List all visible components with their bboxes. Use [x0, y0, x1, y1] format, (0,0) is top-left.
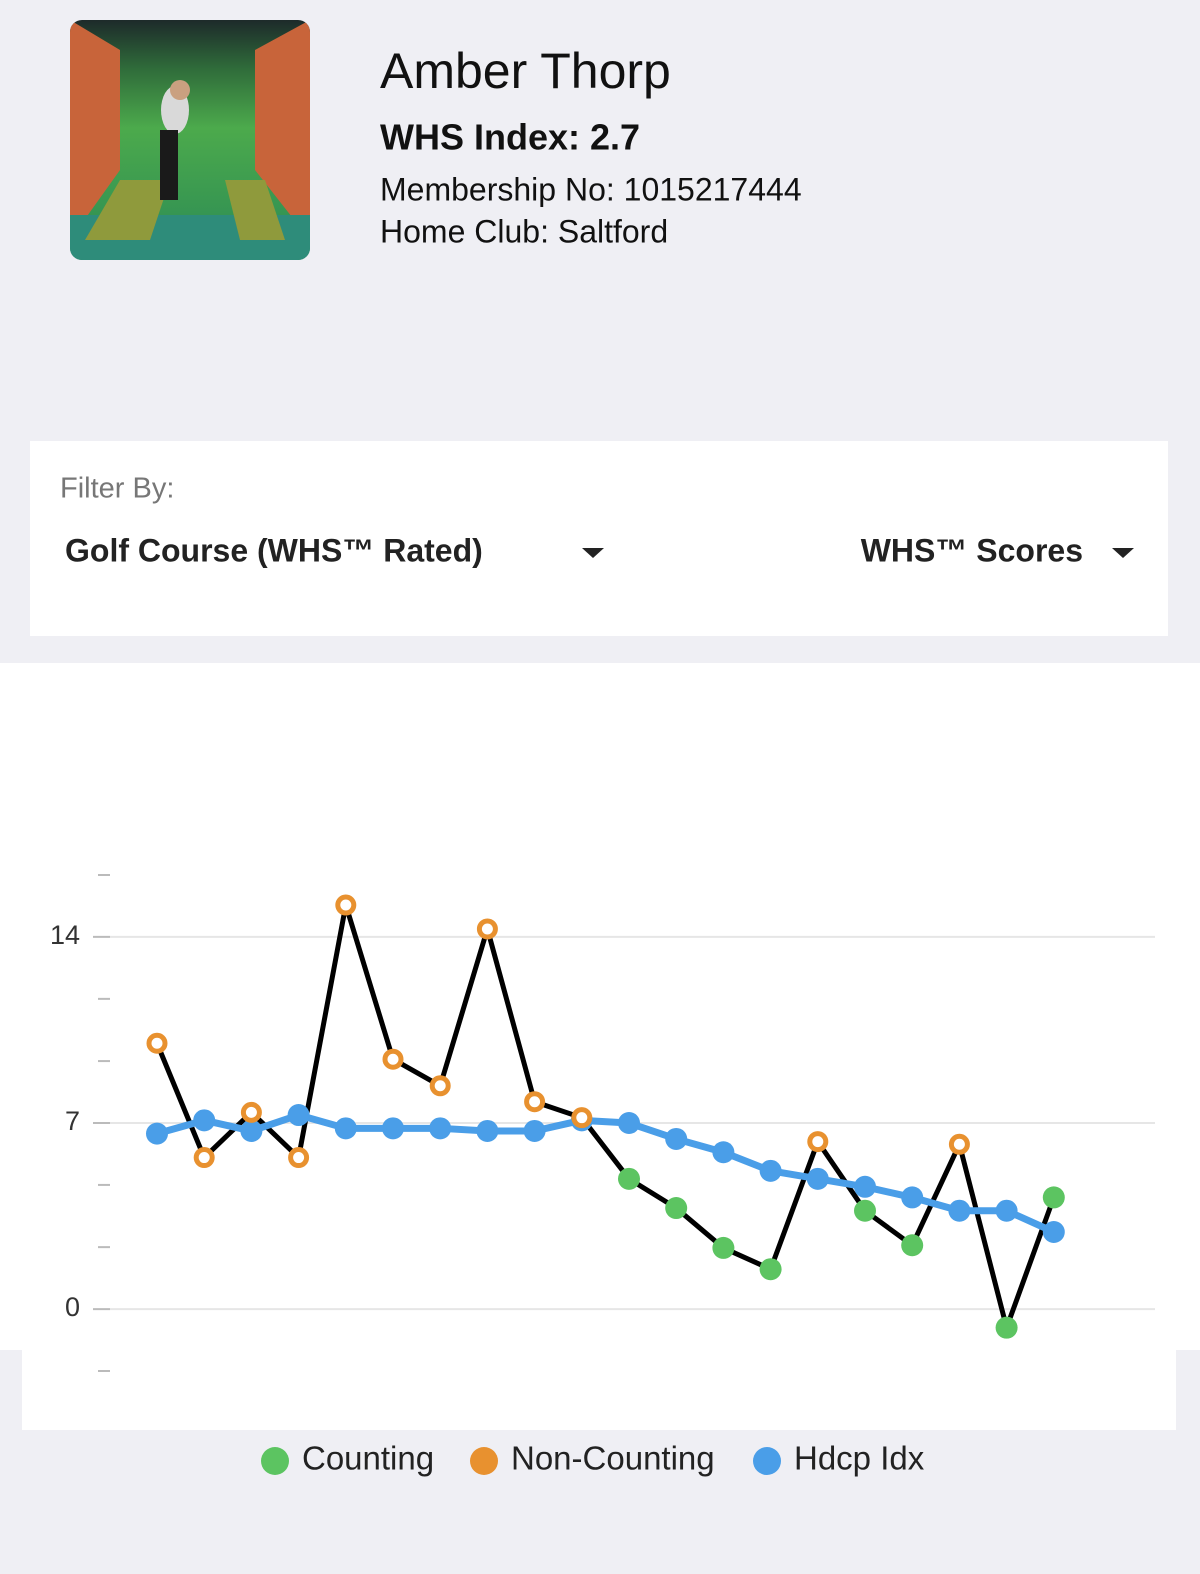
hdcp-point	[240, 1119, 263, 1142]
counting-point	[618, 1167, 640, 1190]
dropdown-arrow[interactable]	[582, 548, 604, 558]
non-counting-point	[288, 1147, 310, 1169]
counting-point	[665, 1197, 688, 1220]
counting-point	[995, 1316, 1018, 1339]
hdcp-point	[146, 1122, 168, 1145]
hdcp-point	[806, 1167, 829, 1190]
profile-name: Amber Thorp	[380, 43, 671, 99]
dropdown-arrow[interactable]	[1112, 548, 1134, 558]
y-tick-label: 7	[65, 1106, 80, 1136]
hdcp-point	[995, 1199, 1018, 1222]
course-dropdown[interactable]: Golf Course (WHS™ Rated)	[65, 532, 483, 568]
hdcp-point	[665, 1127, 688, 1150]
hdcp-point	[523, 1119, 546, 1142]
legend-swatch	[470, 1447, 498, 1475]
counting-point	[901, 1234, 924, 1257]
counting-point	[759, 1258, 782, 1281]
membership-number: Membership No: 1015217444	[380, 171, 802, 207]
hdcp-point	[429, 1117, 452, 1140]
hdcp-point	[476, 1119, 499, 1142]
whs-index: WHS Index: 2.7	[380, 117, 640, 158]
legend-swatch	[261, 1447, 289, 1475]
non-counting-point	[240, 1101, 262, 1123]
non-counting-point	[382, 1048, 404, 1070]
hdcp-point	[901, 1186, 924, 1209]
hdcp-point	[618, 1112, 640, 1134]
chart-panel	[22, 1340, 1176, 1430]
hdcp-point	[1042, 1220, 1065, 1243]
hdcp-point	[712, 1141, 735, 1164]
home-club: Home Club: Saltford	[380, 213, 668, 249]
non-counting-point	[335, 894, 357, 916]
non-counting-point	[807, 1131, 829, 1153]
non-counting-point	[146, 1032, 168, 1054]
filter-card	[30, 441, 1168, 636]
hdcp-point	[759, 1159, 782, 1182]
hdcp-point	[193, 1109, 216, 1132]
non-counting-point	[571, 1107, 593, 1129]
scores-dropdown[interactable]: WHS™ Scores	[861, 532, 1083, 568]
filter-label: Filter By:	[60, 473, 174, 505]
counting-point	[712, 1236, 735, 1259]
non-counting-point	[476, 918, 498, 940]
hdcp-point	[287, 1104, 310, 1127]
chart: 0 7 14 Counting Non-Counting Hdcp Idx	[50, 874, 1155, 1477]
y-tick-label: 0	[65, 1292, 80, 1322]
profile-photo	[70, 20, 310, 260]
chart-panel	[0, 663, 1200, 1350]
legend-label: Non-Counting	[511, 1440, 715, 1477]
non-counting-point	[524, 1091, 546, 1113]
counting-point	[1042, 1186, 1065, 1209]
legend-label: Counting	[302, 1440, 434, 1477]
hdcp-point	[854, 1175, 876, 1198]
counting-point	[854, 1199, 876, 1222]
legend-label: Hdcp Idx	[794, 1440, 925, 1477]
legend-swatch	[753, 1447, 781, 1475]
non-counting-point	[429, 1075, 451, 1097]
y-tick-label: 14	[50, 920, 80, 950]
hdcp-point	[334, 1117, 357, 1140]
hdcp-point	[382, 1117, 404, 1140]
non-counting-point	[193, 1147, 215, 1169]
non-counting-point	[948, 1133, 970, 1155]
hdcp-point	[948, 1199, 971, 1222]
